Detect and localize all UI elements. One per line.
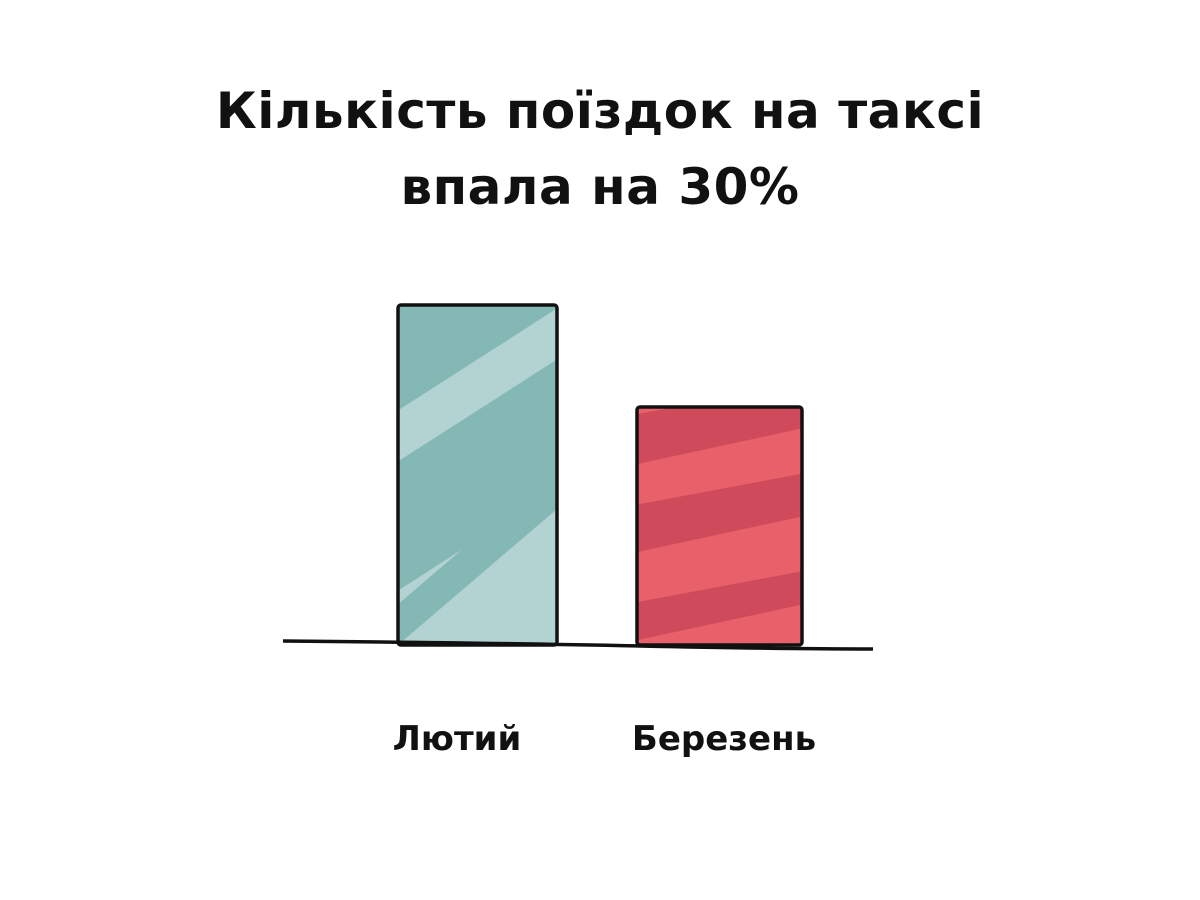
x-axis-baseline: [282, 639, 874, 651]
bar-stripe: [637, 571, 802, 641]
bar-0: [398, 305, 557, 645]
bar-1: [637, 407, 802, 645]
chart-title-line-1: Кількість поїздок на таксі: [215, 82, 985, 140]
x-tick-label-february: Лютий: [393, 719, 522, 759]
bar-stripe: [398, 305, 557, 411]
chart-title-line-2: впала на 30%: [400, 158, 800, 216]
bar-stripe: [398, 509, 557, 645]
x-tick-label-march: Березень: [632, 719, 816, 759]
bar-stripe: [398, 359, 557, 591]
bar-stripe: [637, 407, 802, 465]
bar-outline-1: [635, 405, 804, 647]
bar-outline-0: [396, 303, 559, 647]
bar-stripe: [637, 473, 802, 553]
